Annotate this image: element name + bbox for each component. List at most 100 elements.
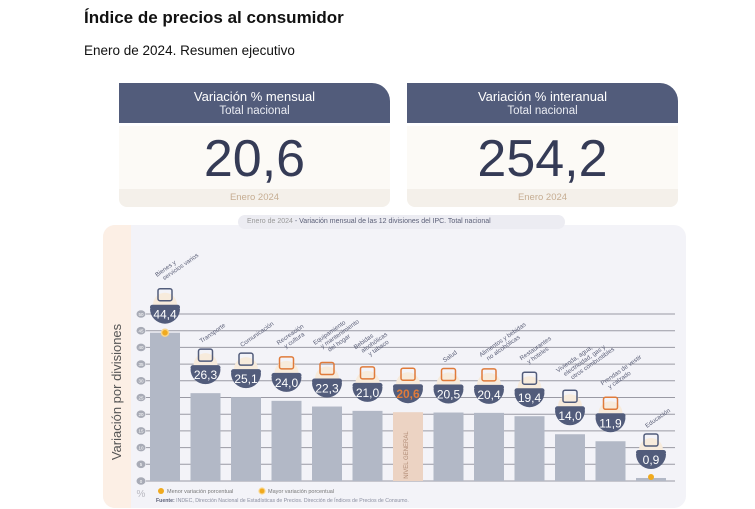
- y-tick-badge: [136, 477, 146, 485]
- category-icon: [481, 368, 497, 382]
- category-icon: [278, 356, 295, 370]
- y-tick-label: 25: [138, 395, 144, 400]
- value-badge: [433, 388, 464, 404]
- y-tick-badge: [136, 393, 146, 402]
- value-label: 20,6: [396, 387, 420, 401]
- value-badge: [190, 369, 221, 385]
- card-subtitle: Total nacional: [219, 105, 290, 117]
- page-subtitle: Enero de 2024. Resumen ejecutivo: [84, 43, 295, 58]
- legend-min-dot: [158, 488, 164, 494]
- y-unit-label: %: [137, 489, 146, 500]
- value-badge: [150, 308, 180, 324]
- y-tick-badge: [136, 410, 146, 419]
- bar: [555, 434, 585, 481]
- y-tick-badge: [136, 460, 146, 469]
- caption-text: - Variación mensual de las 12 divisiones…: [292, 218, 491, 225]
- value-badge: [595, 417, 626, 433]
- value-badge: [150, 304, 180, 310]
- y-tick-badge: [136, 377, 146, 385]
- bar: [352, 410, 383, 481]
- value-badge: [231, 373, 261, 389]
- card-header: Variación % mensual Total nacional: [119, 83, 390, 123]
- y-tick-label: 40: [138, 345, 144, 350]
- value-label: 14,0: [558, 409, 582, 423]
- category-icon: [521, 371, 538, 385]
- card-title: Variación % interanual: [477, 89, 608, 104]
- value-label: 0,9: [643, 453, 660, 467]
- value-badge: [231, 369, 261, 375]
- bar: [595, 441, 626, 481]
- y-tick-label: 10: [138, 445, 144, 450]
- category-icon: [157, 287, 173, 302]
- category-icon: [319, 361, 335, 376]
- y-tick-label: 50: [138, 312, 144, 317]
- bar: [312, 406, 342, 481]
- category-icon: [440, 367, 457, 382]
- caption-period: Enero de 2024: [247, 218, 293, 225]
- category-label: Salud: [442, 349, 459, 364]
- category-label: Restaurantesy hoteles: [519, 335, 557, 368]
- y-tick-badge: [136, 360, 146, 368]
- y-tick-label: 15: [138, 429, 144, 434]
- y-tick-label: 45: [138, 329, 144, 334]
- value-badge: [312, 382, 342, 398]
- value-badge: [636, 453, 666, 469]
- value-badge: [393, 388, 423, 404]
- value-badge: [636, 449, 666, 455]
- value-label: 22,3: [315, 382, 339, 396]
- value-badge: [352, 386, 383, 402]
- category-label-line: Salud: [442, 349, 459, 364]
- legend-max-label: Mayor variación porcentual: [268, 489, 334, 495]
- category-label: Educación: [644, 407, 672, 430]
- value-badge: [190, 365, 221, 371]
- card-body: 254,2 Enero 2024: [407, 126, 678, 207]
- y-tick-label: 30: [138, 379, 144, 384]
- bar: [514, 416, 545, 481]
- y-tick-badge: [136, 343, 146, 352]
- y-tick-label: 5: [140, 462, 143, 467]
- bar: [231, 397, 261, 481]
- value-badge: [352, 382, 383, 388]
- category-icon: [602, 396, 619, 411]
- card-title: Variación % mensual: [193, 89, 316, 104]
- y-tick-badge: [136, 443, 146, 452]
- min-marker: [648, 473, 654, 480]
- value-badge: [312, 378, 342, 384]
- category-label-line: Transporte: [199, 322, 228, 345]
- category-label: Prendas de vestiry calzado: [600, 354, 647, 393]
- value-badge: [514, 392, 545, 408]
- bar: [474, 412, 504, 481]
- card-subtitle: Total nacional: [507, 105, 578, 117]
- source-note: Fuente: INDEC, Dirección Nacional de Est…: [156, 497, 409, 504]
- category-label-line: Educación: [644, 407, 672, 430]
- value-label: 21,0: [356, 386, 380, 400]
- value-badge: [271, 376, 302, 392]
- y-tick-label: 0: [140, 479, 143, 484]
- value-label: 20,4: [477, 388, 501, 402]
- y-tick-badge: [136, 310, 146, 318]
- bar: [150, 332, 180, 481]
- card-value: 254,2: [477, 130, 608, 188]
- category-icon: [359, 366, 376, 380]
- category-icon: [562, 389, 578, 403]
- legend-max-dot: [258, 487, 266, 495]
- value-label: 26,3: [194, 368, 218, 382]
- category-label: Recreacióny cultura: [276, 323, 310, 353]
- y-tick-badge: [136, 326, 146, 335]
- category-icon: [197, 348, 214, 362]
- y-tick-label: 35: [138, 362, 144, 367]
- value-badge: [393, 384, 423, 390]
- category-icon: [643, 433, 659, 447]
- y-tick-label: 20: [138, 412, 144, 417]
- category-label-line: Comunicación: [239, 320, 276, 349]
- chart-axis-band: [103, 225, 131, 508]
- source-label: Fuente:: [156, 498, 175, 504]
- page-title: Índice de precios al consumidor: [84, 8, 344, 27]
- y-tick-badge: [136, 427, 146, 435]
- bar: [271, 400, 302, 481]
- max-marker: [160, 328, 170, 337]
- card-body: 20,6 Enero 2024: [119, 126, 390, 207]
- source-text: INDEC, Dirección Nacional de Estadística…: [175, 497, 409, 504]
- y-axis-title: Variación por divisiones: [109, 323, 124, 460]
- value-badge: [595, 413, 626, 419]
